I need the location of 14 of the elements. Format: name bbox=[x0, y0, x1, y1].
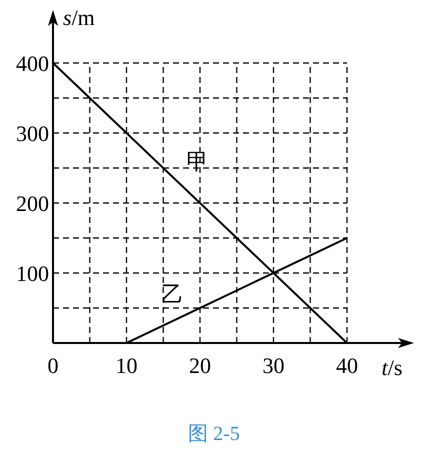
x-tick-label: 30 bbox=[262, 353, 284, 378]
x-tick-label: 10 bbox=[116, 353, 138, 378]
y-tick-label: 100 bbox=[16, 261, 49, 286]
series-label: 乙 bbox=[162, 282, 184, 306]
x-axis-title: t/s bbox=[382, 355, 402, 380]
y-tick-label: 200 bbox=[16, 191, 49, 216]
x-tick-label: 20 bbox=[189, 353, 211, 378]
caption: 图 2-5 bbox=[188, 423, 240, 445]
x-tick-label: 0 bbox=[48, 353, 58, 378]
x-tick-label: 40 bbox=[336, 353, 358, 378]
y-tick-label: 400 bbox=[16, 51, 49, 76]
y-tick-label: 300 bbox=[16, 121, 49, 146]
series-label: 甲 bbox=[186, 149, 208, 174]
y-axis-title: s/m bbox=[63, 5, 95, 30]
